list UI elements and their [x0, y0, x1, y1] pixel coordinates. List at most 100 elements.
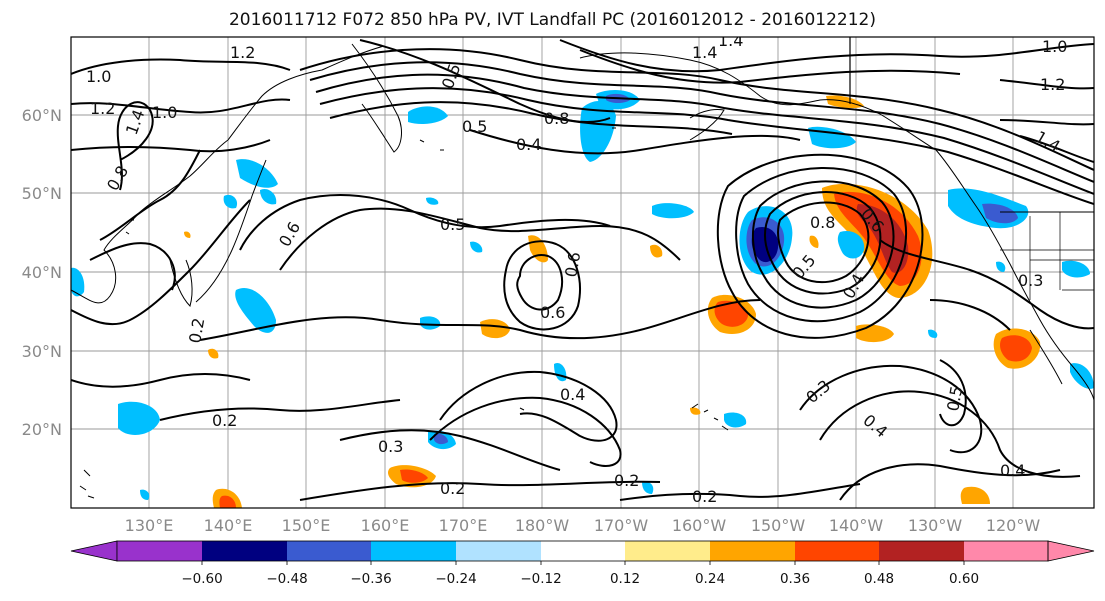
- contour-label: 0.3: [378, 437, 403, 456]
- neg-region-small-f: [996, 261, 1006, 272]
- contour-label: 0.8: [810, 213, 835, 232]
- coast-kamchatka: [351, 43, 402, 153]
- coast-aleutians: [689, 109, 725, 141]
- pos-region-155w-inner: [714, 300, 748, 327]
- latitude-labels: 60°N 50°N 40°N 30°N 20°N: [22, 106, 62, 439]
- lon-label: 160°W: [672, 516, 727, 535]
- lon-label: 170°E: [439, 516, 488, 535]
- colorbar: −0.60 −0.48 −0.36 −0.24 −0.12 0.12 0.24 …: [70, 540, 1095, 587]
- contour-06-center: [516, 254, 564, 311]
- coast-islands: [79, 127, 616, 499]
- pos-region-125w-10n: [960, 486, 990, 504]
- neg-region-165w-40n: [652, 203, 694, 219]
- neg-region-small-a: [837, 230, 865, 259]
- contour-020-bottom2: [619, 483, 861, 501]
- graticule: [71, 37, 1094, 508]
- contour-label: 1.2: [90, 99, 115, 118]
- contour-030-arc: [339, 429, 561, 471]
- pos-region-160w: [650, 244, 663, 258]
- contour-040-south: [439, 370, 618, 442]
- contour-left-4: [116, 101, 154, 191]
- colorbar-swatch: [456, 541, 541, 561]
- contour-02-east: [839, 463, 1061, 501]
- contour-04-east: [819, 390, 1081, 478]
- contour-left-3: [71, 139, 271, 153]
- coastlines: [71, 37, 1094, 499]
- pos-region-163w-22n: [690, 407, 701, 415]
- colorbar-swatch: [371, 541, 456, 561]
- neg-region-small-b: [140, 489, 150, 500]
- coast-baja: [1029, 329, 1063, 385]
- lon-label: 180°W: [515, 516, 570, 535]
- contour-label: 0.6: [540, 303, 565, 322]
- colorbar-swatch: [964, 541, 1048, 561]
- neg-region-japan: [235, 288, 276, 333]
- lon-label: 130°W: [908, 516, 963, 535]
- map-frame: [70, 36, 1095, 509]
- contour-left-6: [71, 199, 251, 326]
- contour-label: 0.4: [516, 135, 541, 154]
- pos-region-145w-40n: [809, 235, 819, 248]
- contour-12-ne: [999, 79, 1094, 90]
- contour-06-asia: [239, 194, 611, 251]
- contour-020-bottom: [299, 480, 661, 501]
- colorbar-swatch: [879, 541, 964, 561]
- contour-02-ne: [999, 119, 1094, 126]
- colorbar-swatch: [625, 541, 710, 561]
- colorbar-tick-label: −0.12: [520, 571, 561, 587]
- colorbar-swatch: [117, 541, 202, 561]
- lon-label: 170°W: [594, 516, 649, 535]
- neg-region-small-e: [426, 197, 439, 205]
- contour-jet-9: [469, 129, 801, 155]
- colorbar-ticks: [201, 561, 965, 565]
- lat-label: 20°N: [22, 420, 62, 439]
- neg-region-small-d: [928, 329, 938, 338]
- pos-region-168e: [480, 319, 510, 339]
- coast-asia: [71, 45, 385, 304]
- lat-label: 40°N: [22, 263, 62, 282]
- contour-label: 0.2: [185, 316, 208, 344]
- contour-jet-2: [309, 61, 1094, 183]
- contour-jet-5: [329, 101, 733, 135]
- longitude-labels: 130°E 140°E 150°E 160°E 170°E 180°W 170°…: [125, 516, 1041, 535]
- contour-east-2: [929, 299, 1011, 331]
- lat-label: 30°N: [22, 342, 62, 361]
- pos-region-40n-140e: [184, 231, 191, 238]
- contour-05-east: [939, 359, 967, 427]
- colorbar-tick-label: 0.24: [695, 571, 725, 587]
- pos-region-160e-20n-inner: [400, 469, 428, 483]
- contour-left-2: [71, 98, 291, 114]
- lat-label: 60°N: [22, 106, 62, 125]
- lon-label: 140°W: [829, 516, 884, 535]
- contour-label: 1.4: [692, 43, 717, 62]
- coast-namerica: [935, 149, 1094, 401]
- contour-label: 0.3: [1018, 271, 1043, 290]
- lat-label: 50°N: [22, 184, 62, 203]
- contour-label: 0.2: [692, 487, 717, 506]
- pos-region-185e: [208, 348, 219, 359]
- colorbar-tick-label: −0.60: [181, 571, 222, 587]
- neg-region-120w-40n: [1062, 260, 1090, 278]
- neg-region-jp-2: [260, 188, 277, 205]
- neg-region-160w-10n: [642, 481, 654, 494]
- neg-region-140e-50n: [223, 194, 238, 209]
- contour-label: 1.0: [86, 67, 111, 86]
- colorbar-tick-label: 0.48: [864, 571, 894, 587]
- neg-region-165e-20n-inner: [434, 433, 448, 445]
- coast-alaska: [579, 52, 937, 151]
- neg-region-bering: [580, 101, 616, 162]
- lon-label: 150°W: [751, 516, 806, 535]
- colorbar-tick-label: −0.36: [350, 571, 391, 587]
- contour-label: 1.2: [1040, 75, 1065, 94]
- contour-030-south: [429, 396, 622, 467]
- colorbar-tick-label: −0.48: [266, 571, 307, 587]
- contour-label: 0.4: [1000, 461, 1025, 480]
- contour-left-5: [99, 149, 201, 241]
- neg-region-japan-n: [236, 159, 278, 188]
- contour-14-ne: [1019, 135, 1094, 163]
- neg-region-small-c: [470, 241, 483, 253]
- contour-jet-6: [359, 39, 611, 123]
- contour-label: 0.6: [561, 250, 584, 278]
- contour-label: 0.2: [440, 479, 465, 498]
